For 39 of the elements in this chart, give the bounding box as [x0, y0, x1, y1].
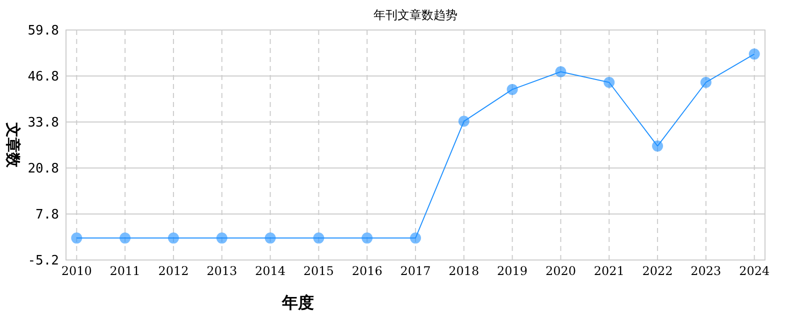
x-tick-label: 2023	[690, 264, 722, 278]
point	[604, 76, 615, 88]
x-tick-label: 2014	[255, 264, 286, 278]
point	[264, 232, 276, 244]
x-tick-label: 2021	[594, 264, 624, 278]
point	[168, 232, 179, 244]
x-tick-label: 2017	[400, 264, 431, 278]
point	[120, 232, 131, 244]
x-tick-label: 2022	[642, 264, 673, 278]
y-tick-label: 7.8	[36, 208, 59, 223]
x-tick-label: 2013	[206, 264, 238, 278]
x-axis-title: 年度	[281, 293, 314, 312]
y-tick-label: -5.2	[28, 254, 59, 269]
point	[362, 232, 373, 244]
point	[506, 84, 518, 95]
x-tick-label: 2011	[110, 264, 140, 278]
point	[555, 66, 566, 78]
y-tick-label: 59.8	[28, 24, 59, 39]
point	[313, 232, 324, 244]
point	[748, 48, 760, 60]
point	[71, 232, 82, 244]
point	[700, 76, 712, 88]
y-tick-label: 20.8	[28, 162, 59, 177]
x-tick-label: 2010	[61, 264, 92, 278]
x-tick-label: 2016	[352, 264, 382, 278]
point	[216, 232, 228, 244]
x-tick-label: 2012	[158, 264, 189, 278]
point	[458, 116, 470, 127]
y-axis-title: 文章数	[4, 122, 22, 168]
x-tick-label: 2020	[545, 264, 576, 278]
point	[410, 232, 421, 244]
y-tick-label: 33.8	[28, 116, 59, 131]
point	[652, 140, 664, 152]
x-tick-label: 2015	[303, 264, 334, 278]
x-tick-label: 2018	[448, 264, 480, 278]
x-tick-label: 2024	[739, 264, 770, 278]
x-tick-label: 2019	[497, 264, 528, 278]
chart-title: 年刊文章数趋势	[374, 8, 458, 22]
y-tick-label: 46.8	[28, 70, 59, 85]
